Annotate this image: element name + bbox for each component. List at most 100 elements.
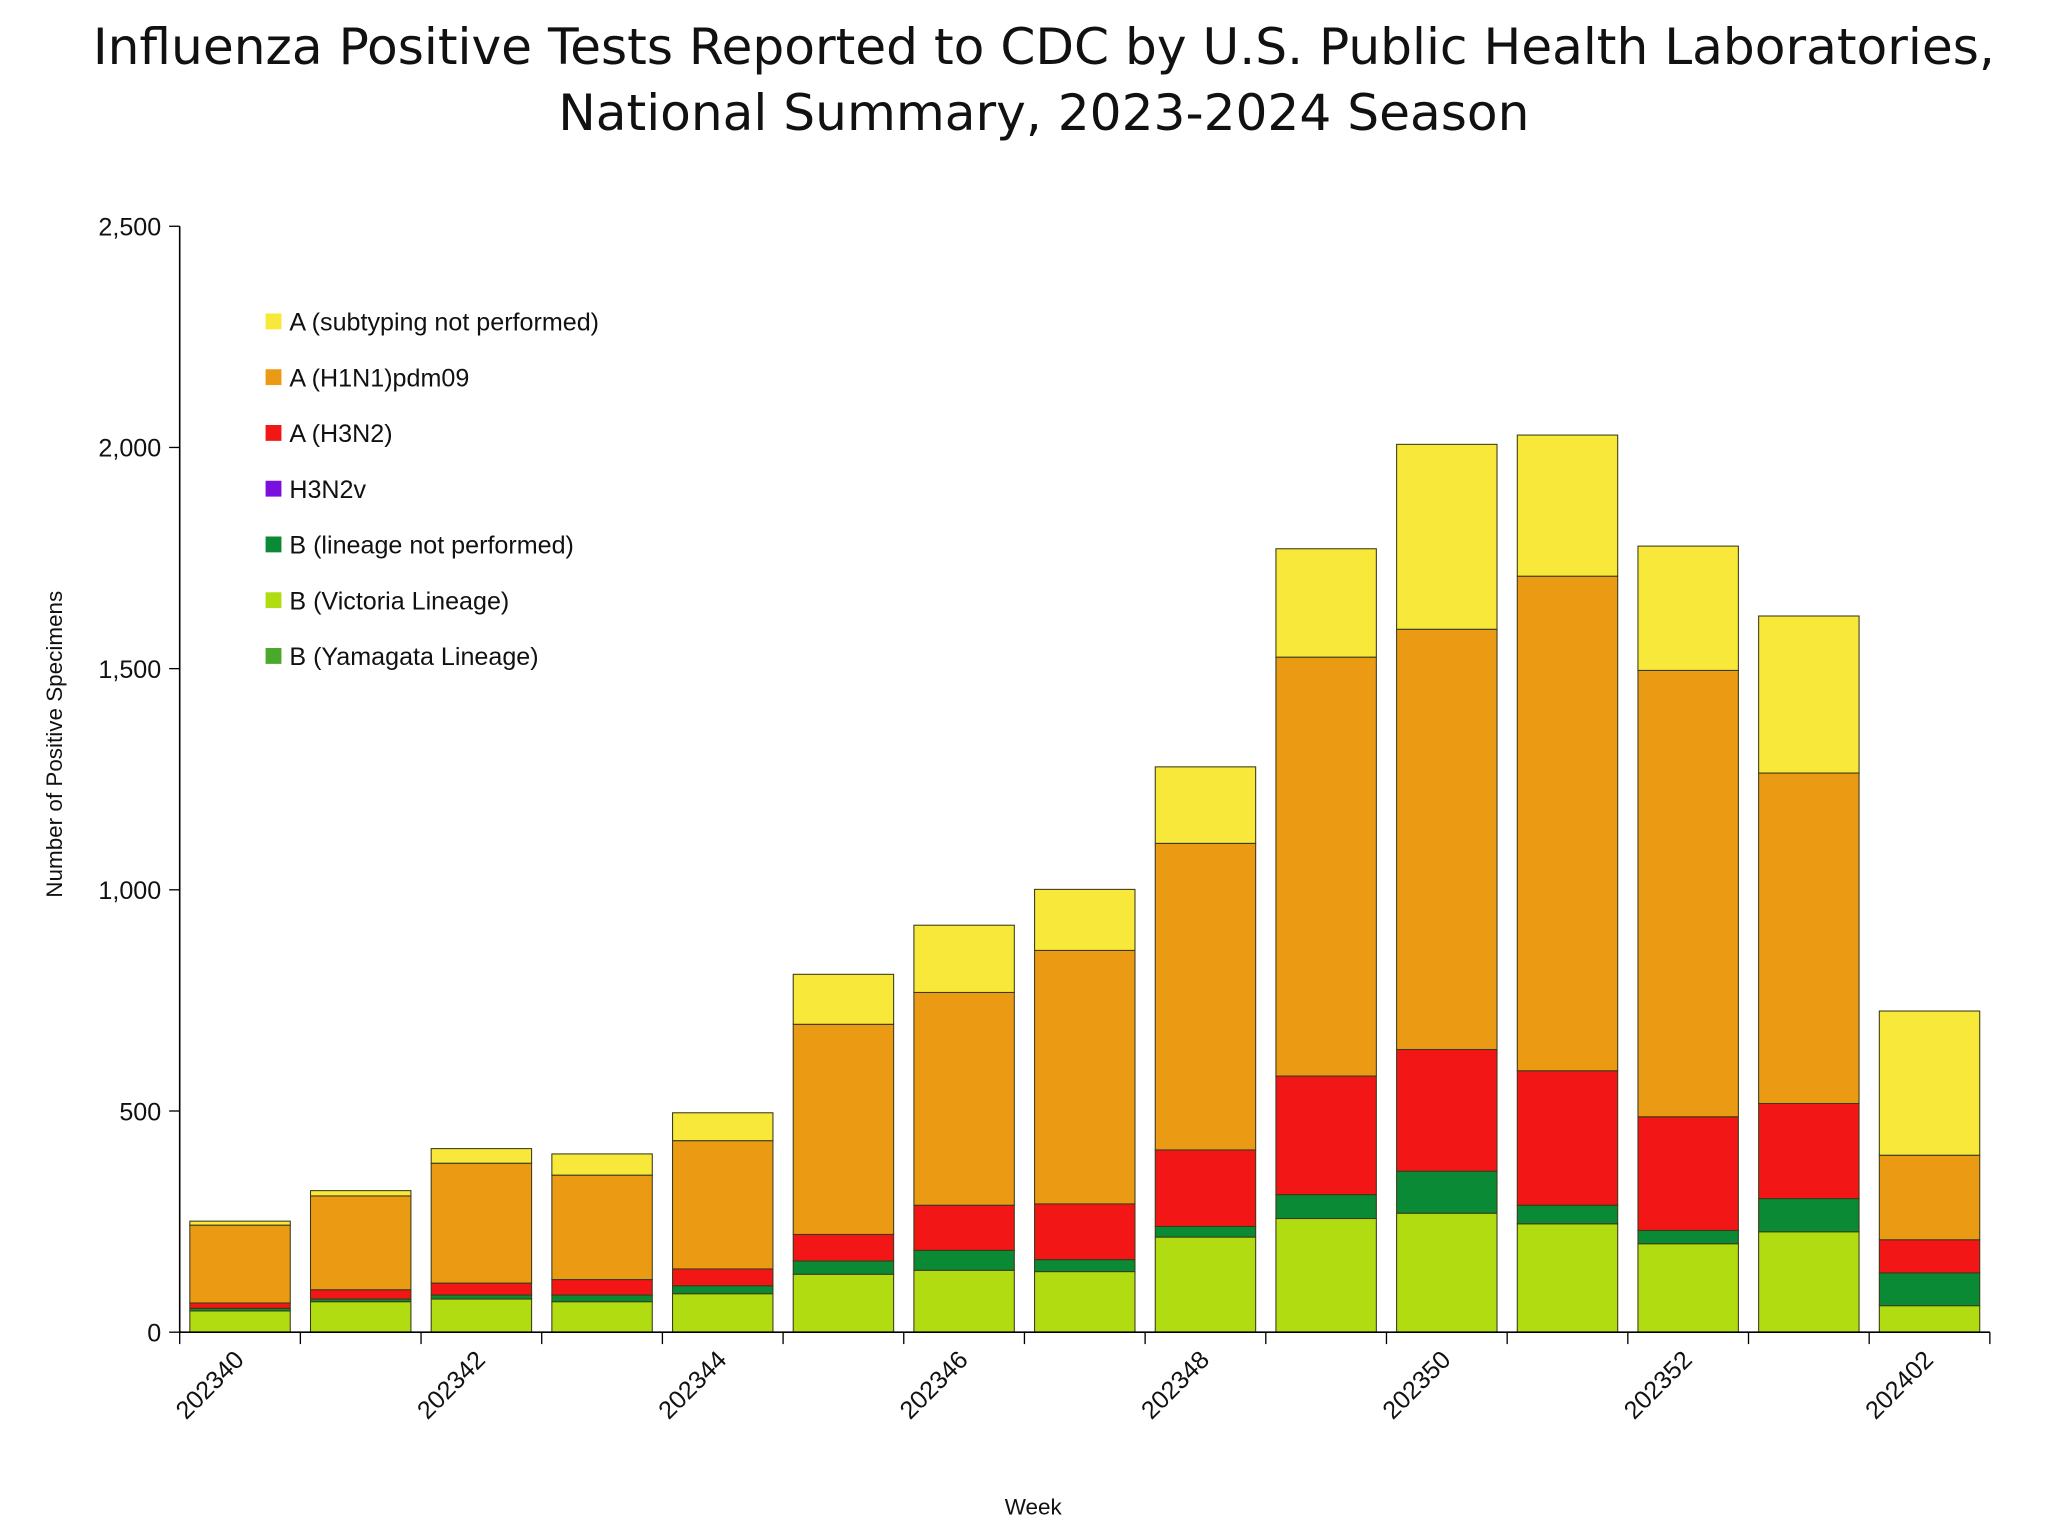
bar-segment-202342-0: [430, 1298, 533, 1333]
bar-segment-202341-4: [309, 1289, 412, 1300]
bar-segment-202342-2: [430, 1294, 533, 1300]
bar-segment-202401-5: [1758, 772, 1860, 1105]
bar-segment-202348-5: [1154, 842, 1257, 1151]
bar-segment-202344-6: [672, 1112, 774, 1142]
bar-segment-202340-5: [189, 1224, 291, 1304]
legend-swatch: [265, 536, 282, 553]
bar-segment-202351-5: [1516, 575, 1619, 1072]
bar-segment-202344-0: [672, 1293, 774, 1333]
bar-segment-202349-4: [1275, 1075, 1377, 1196]
bar-segment-202343-5: [551, 1174, 653, 1281]
bar-segment-202402-5: [1878, 1154, 1981, 1241]
legend-swatch: [265, 424, 282, 441]
bar-segment-202350-2: [1396, 1170, 1498, 1214]
bar-segment-202349-2: [1275, 1194, 1377, 1220]
legend-label: B (lineage not performed): [289, 532, 574, 560]
chart-title: Influenza Positive Tests Reported to CDC…: [93, 17, 1995, 76]
bar-segment-202345-6: [792, 973, 895, 1025]
bar-segment-202349-0: [1275, 1217, 1377, 1333]
bar-segment-202402-2: [1878, 1272, 1981, 1307]
legend-swatch: [265, 480, 282, 497]
bar-segment-202352-2: [1637, 1229, 1739, 1245]
bar-segment-202346-5: [913, 991, 1015, 1206]
bar-segment-202343-4: [551, 1279, 653, 1296]
bar-segment-202346-6: [913, 924, 1015, 993]
bar-segment-202344-4: [672, 1268, 774, 1287]
bar-segment-202351-6: [1516, 434, 1619, 577]
y-tick-label: 2,000: [98, 435, 161, 463]
bar-segment-202346-4: [913, 1204, 1015, 1251]
bar-segment-202343-6: [551, 1153, 653, 1176]
bar-segment-202344-2: [672, 1285, 774, 1295]
bar-segment-202352-4: [1637, 1116, 1739, 1231]
bar-segment-202341-0: [309, 1301, 412, 1333]
y-tick-label: 1,500: [98, 656, 161, 684]
bar-segment-202346-0: [913, 1269, 1015, 1333]
y-tick-label: 1,000: [98, 877, 161, 905]
bar-segment-202350-0: [1396, 1212, 1498, 1333]
bar-segment-202342-4: [430, 1282, 533, 1296]
bar-segment-202347-2: [1034, 1259, 1136, 1273]
x-tick-label: 202350: [1377, 1346, 1456, 1425]
x-axis-label: Week: [1005, 1495, 1063, 1520]
bar-segment-202350-5: [1396, 628, 1498, 1051]
legend-label: A (H1N1)pdm09: [289, 364, 469, 392]
x-tick-label: 202348: [1136, 1346, 1215, 1425]
bar-segment-202401-2: [1758, 1198, 1860, 1233]
chart-subtitle: National Summary, 2023-2024 Season: [558, 83, 1529, 142]
bar-segment-202345-2: [792, 1260, 895, 1275]
bar-segment-202350-4: [1396, 1048, 1498, 1172]
bar-segment-202348-4: [1154, 1149, 1257, 1227]
x-tick-label: 202346: [895, 1346, 974, 1425]
bar-segment-202342-6: [430, 1148, 533, 1164]
x-tick-label: 202402: [1860, 1346, 1939, 1425]
bar-segment-202347-5: [1034, 949, 1136, 1205]
bar-segment-202340-4: [189, 1302, 291, 1309]
bar-segment-202346-2: [913, 1249, 1015, 1271]
legend-label: B (Victoria Lineage): [289, 587, 509, 615]
bar-segment-202349-6: [1275, 548, 1377, 658]
x-tick-label: 202344: [653, 1346, 732, 1425]
bar-segment-202352-0: [1637, 1243, 1739, 1333]
x-tick-label: 202342: [412, 1346, 491, 1425]
bar-segment-202341-6: [309, 1190, 412, 1197]
bar-segment-202345-4: [792, 1233, 895, 1262]
bar-segment-202350-6: [1396, 443, 1498, 630]
y-tick-label: 0: [147, 1319, 161, 1347]
bar-segment-202401-6: [1758, 615, 1860, 774]
legend-swatch: [265, 648, 282, 664]
bar-segment-202351-2: [1516, 1204, 1619, 1225]
y-tick-label: 2,500: [98, 214, 161, 242]
bar-segment-202348-0: [1154, 1236, 1257, 1333]
bar-segment-202352-6: [1637, 545, 1739, 671]
bar-segment-202347-0: [1034, 1271, 1136, 1333]
legend-label: B (Yamagata Lineage): [289, 643, 538, 671]
bar-segment-202347-6: [1034, 888, 1136, 951]
bars: [189, 434, 1981, 1333]
bar-segment-202351-4: [1516, 1070, 1619, 1206]
bar-segment-202343-2: [551, 1294, 653, 1303]
bar-segment-202402-0: [1878, 1305, 1981, 1333]
legend-label: A (subtyping not performed): [289, 309, 599, 337]
bar-segment-202349-5: [1275, 656, 1377, 1077]
bar-segment-202401-0: [1758, 1231, 1860, 1333]
x-tick-label: 202352: [1619, 1346, 1698, 1425]
legend-label: A (H3N2): [289, 420, 392, 448]
bar-segment-202341-5: [309, 1195, 412, 1291]
bar-segment-202345-0: [792, 1273, 895, 1333]
bar-segment-202343-0: [551, 1301, 653, 1333]
bar-segment-202351-0: [1516, 1223, 1619, 1333]
bar-segment-202344-5: [672, 1140, 774, 1270]
bar-segment-202352-5: [1637, 669, 1739, 1118]
legend-swatch: [265, 369, 282, 386]
legend-swatch: [265, 313, 282, 330]
y-axis-label: Number of Positive Specimens: [42, 591, 67, 898]
bar-segment-202348-2: [1154, 1225, 1257, 1238]
x-tick-label: 202340: [171, 1346, 250, 1425]
bar-segment-202342-5: [430, 1162, 533, 1284]
bar-segment-202348-6: [1154, 766, 1257, 844]
legend-swatch: [265, 592, 282, 609]
bar-segment-202402-6: [1878, 1010, 1981, 1156]
y-tick-label: 500: [119, 1098, 161, 1126]
